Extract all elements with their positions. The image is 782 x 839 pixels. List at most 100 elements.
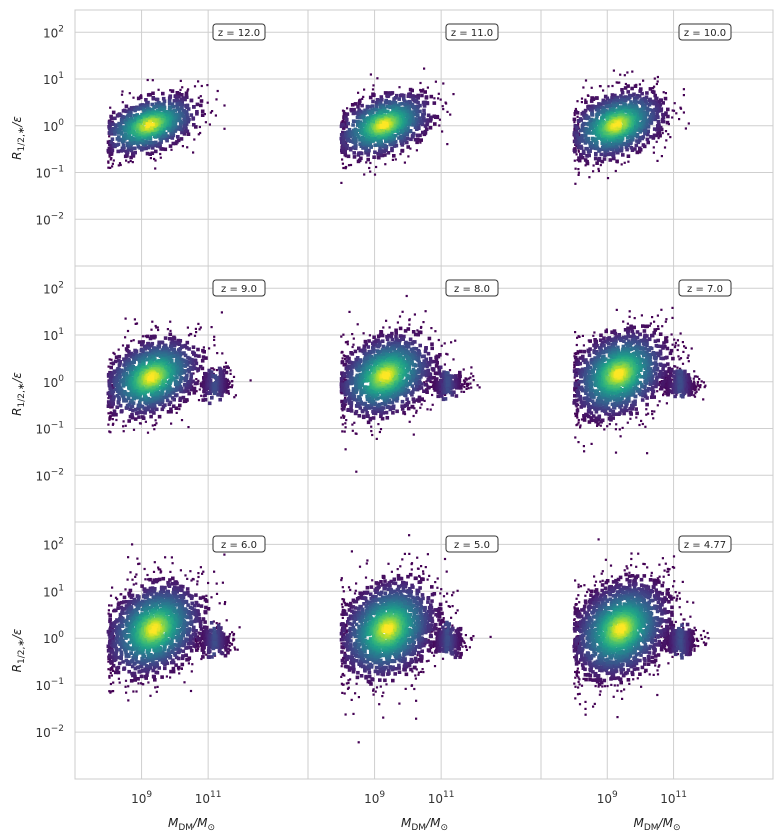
hexbin-cell bbox=[170, 89, 175, 93]
hexbin-cell bbox=[407, 110, 412, 115]
hexbin-cell bbox=[634, 143, 639, 148]
hexbin-cell bbox=[215, 98, 218, 101]
hexbin-cell bbox=[415, 120, 419, 125]
hexbin-cell bbox=[137, 415, 141, 419]
hexbin-cell bbox=[434, 355, 438, 360]
hexbin-cell bbox=[434, 80, 437, 83]
hexbin-cell bbox=[460, 390, 463, 393]
hexbin-cell bbox=[415, 127, 419, 131]
hexbin-cell bbox=[386, 94, 390, 99]
hexbin-cell bbox=[409, 147, 412, 150]
hexbin-cell bbox=[577, 123, 580, 126]
hexbin-cell bbox=[170, 422, 173, 425]
hexbin-cell bbox=[352, 155, 357, 159]
hexbin-cell bbox=[413, 125, 418, 130]
hexbin-cell bbox=[653, 77, 656, 80]
hexbin-cell bbox=[130, 120, 135, 124]
hexbin-cell bbox=[344, 426, 347, 429]
hexbin-cell bbox=[148, 122, 152, 127]
hexbin-cell bbox=[180, 93, 184, 97]
hexbin-cell bbox=[164, 137, 169, 141]
hexbin-cell bbox=[217, 366, 222, 371]
hexbin-cell bbox=[394, 143, 399, 148]
hexbin-cell bbox=[345, 144, 349, 148]
hexbin-cell bbox=[356, 121, 360, 125]
hexbin-cell bbox=[155, 126, 160, 131]
hexbin-cell bbox=[186, 368, 191, 372]
hexbin-cell bbox=[340, 121, 343, 124]
hexbin-cell bbox=[637, 100, 641, 104]
hexbin-cell bbox=[209, 111, 212, 114]
hexbin-cell bbox=[164, 131, 168, 136]
hexbin-cell bbox=[590, 86, 593, 89]
hexbin-cell bbox=[418, 109, 422, 114]
hexbin-cell bbox=[186, 146, 189, 149]
hexbin-cell bbox=[354, 409, 359, 414]
hexbin-cell bbox=[392, 140, 397, 144]
hexbin-cell bbox=[656, 159, 659, 162]
hexbin-cell bbox=[599, 85, 602, 88]
hexbin-cell bbox=[111, 131, 115, 136]
hexbin-cell bbox=[161, 96, 166, 101]
hexbin-cell bbox=[661, 112, 665, 117]
hexbin-cell bbox=[341, 126, 346, 130]
hexbin-cell bbox=[187, 426, 190, 429]
hexbin-cell bbox=[413, 137, 418, 142]
hexbin-cell bbox=[109, 140, 114, 145]
hexbin-cell bbox=[109, 158, 112, 161]
hexbin-cell bbox=[198, 125, 201, 129]
hexbin-cell bbox=[381, 109, 386, 113]
hexbin-cell bbox=[426, 113, 431, 118]
hexbin-cell bbox=[430, 367, 435, 371]
hexbin-cell bbox=[107, 161, 110, 164]
hexbin-cell bbox=[340, 403, 345, 408]
hexbin-cell bbox=[165, 398, 170, 403]
hexbin-cell bbox=[108, 135, 111, 138]
hexbin-cell bbox=[195, 331, 198, 334]
hexbin-cell bbox=[171, 404, 176, 408]
hexbin-cell bbox=[192, 151, 195, 154]
hexbin-cell bbox=[215, 369, 219, 372]
hexbin-cell bbox=[374, 108, 379, 112]
hexbin-cell bbox=[627, 97, 631, 101]
hexbin-cell bbox=[201, 355, 206, 359]
hexbin-cell bbox=[351, 423, 354, 426]
hexbin-cell bbox=[197, 354, 201, 358]
hexbin-cell bbox=[467, 387, 470, 390]
hexbin-cell bbox=[111, 165, 114, 168]
hexbin-cell bbox=[159, 123, 164, 128]
hexbin-cell bbox=[224, 361, 227, 364]
hexbin-cell bbox=[179, 376, 183, 380]
hexbin-cell bbox=[428, 115, 433, 120]
hexbin-cell bbox=[438, 124, 441, 127]
hexbin-cell bbox=[169, 359, 174, 364]
hexbin-cell bbox=[353, 421, 356, 424]
hexbin-cell bbox=[159, 147, 163, 151]
hexbin-cell bbox=[378, 146, 382, 150]
hexbin-cell bbox=[370, 430, 373, 433]
hexbin-cell bbox=[162, 121, 167, 126]
hexbin-cell bbox=[143, 109, 147, 114]
hexbin-cell bbox=[411, 110, 415, 114]
hexbin-cell bbox=[130, 123, 134, 127]
hexbin-cell bbox=[110, 157, 113, 160]
hexbin-cell bbox=[109, 431, 112, 434]
hexbin-cell bbox=[452, 93, 455, 96]
hexbin-cell bbox=[457, 373, 461, 378]
hexbin-cell bbox=[146, 124, 150, 128]
hexbin-cell bbox=[369, 145, 373, 149]
hexbin-cell bbox=[156, 121, 161, 126]
hexbin-cell bbox=[121, 143, 126, 148]
hexbin-cell bbox=[415, 409, 418, 412]
hexbin-cell bbox=[413, 94, 417, 99]
hexbin-cell bbox=[151, 320, 154, 323]
hexbin-cell bbox=[618, 81, 621, 84]
hexbin-cell bbox=[365, 139, 370, 143]
hexbin-cell bbox=[405, 294, 408, 298]
hexbin-cell bbox=[437, 92, 440, 95]
hexbin-cell bbox=[207, 401, 212, 406]
hexbin-cell bbox=[612, 151, 616, 155]
hexbin-cell bbox=[133, 146, 137, 151]
hexbin-cell bbox=[158, 126, 162, 130]
hexbin-cell bbox=[379, 428, 383, 431]
